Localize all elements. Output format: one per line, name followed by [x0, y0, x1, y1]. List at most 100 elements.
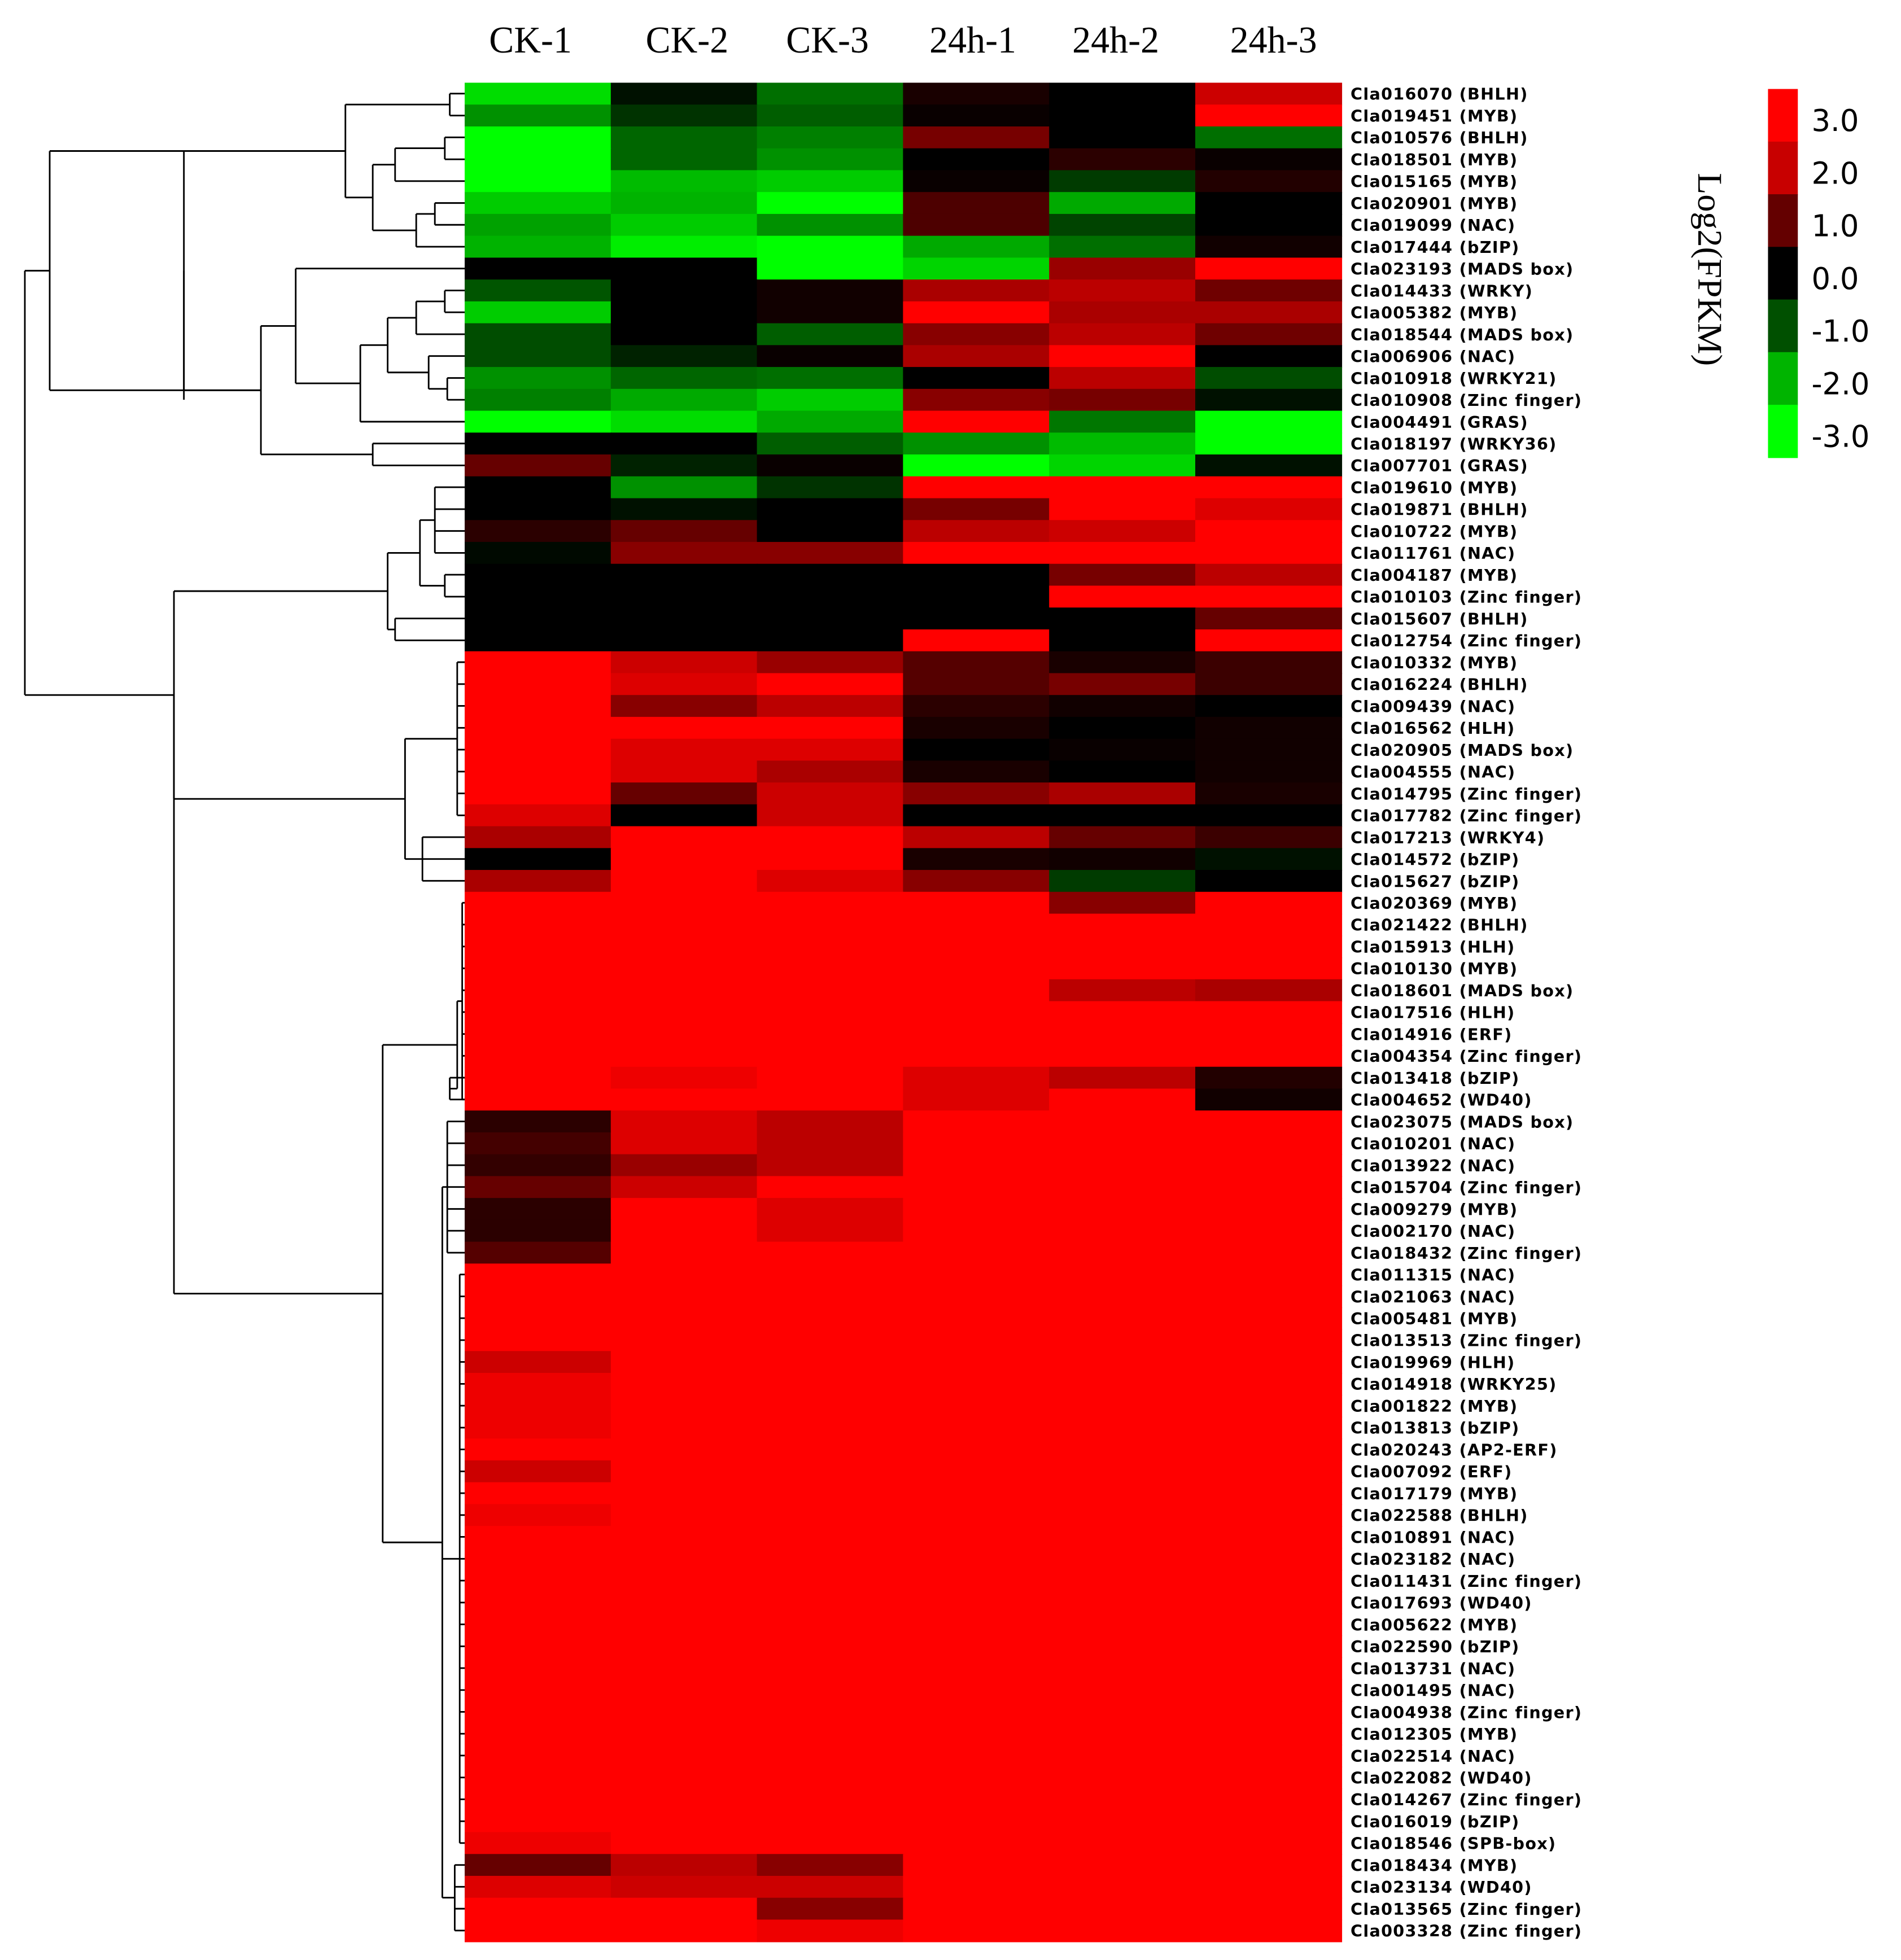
heatmap-cell: [1049, 695, 1196, 718]
gene-label: Cla015607 (BHLH): [1351, 609, 1528, 628]
heatmap-cell: [610, 1482, 758, 1505]
heatmap-cell: [757, 1526, 904, 1549]
heatmap-cell: [610, 148, 758, 171]
heatmap-cell: [1049, 498, 1196, 521]
gene-label: Cla016070 (BHLH): [1351, 85, 1528, 104]
heatmap-cell: [903, 192, 1050, 215]
heatmap-cell: [757, 1897, 904, 1920]
heatmap-cell: [1049, 1897, 1196, 1920]
heatmap-cell: [903, 782, 1050, 806]
heatmap-cell: [903, 1416, 1050, 1440]
heatmap-cell: [610, 1154, 758, 1177]
heatmap-cell: [465, 1701, 612, 1724]
gene-label: Cla021063 (NAC): [1351, 1287, 1515, 1306]
heatmap-cell: [757, 651, 904, 674]
heatmap-cell: [610, 1897, 758, 1920]
legend-swatch: [1768, 247, 1798, 300]
heatmap-cell: [465, 345, 612, 368]
gene-label: Cla012305 (MYB): [1351, 1725, 1518, 1744]
heatmap-cell: [1195, 520, 1343, 543]
heatmap-cell: [1195, 673, 1343, 696]
gene-label: Cla005481 (MYB): [1351, 1309, 1518, 1328]
heatmap-cell: [1049, 1438, 1196, 1462]
heatmap-cell: [1049, 804, 1196, 827]
gene-label: Cla023075 (MADS box): [1351, 1112, 1574, 1131]
gene-label: Cla003328 (Zinc finger): [1351, 1922, 1582, 1941]
heatmap-cell: [1195, 82, 1343, 106]
heatmap-cell: [1049, 935, 1196, 959]
heatmap-cell: [757, 891, 904, 915]
column-label: 24h-2: [1072, 20, 1159, 61]
heatmap-cell: [903, 367, 1050, 390]
row-labels: Cla016070 (BHLH) Cla019451 (MYB) Cla010576…: [1351, 85, 1582, 1941]
heatmap-cell: [903, 1526, 1050, 1549]
gene-label: Cla014918 (WRKY25): [1351, 1375, 1557, 1394]
heatmap-cell: [1049, 1285, 1196, 1309]
gene-label: Cla015165 (MYB): [1351, 172, 1518, 191]
heatmap-cell: [465, 1919, 612, 1943]
heatmap-cell: [903, 1657, 1050, 1680]
heatmap-cell: [1049, 126, 1196, 150]
heatmap-cell: [1049, 1657, 1196, 1680]
heatmap-cell: [610, 891, 758, 915]
gene-label: Cla010201 (NAC): [1351, 1134, 1515, 1153]
dendrogram-branch: [434, 486, 465, 554]
heatmap-cell: [903, 301, 1050, 324]
heatmap-cell: [757, 1701, 904, 1724]
heatmap-cell: [757, 935, 904, 959]
heatmap-cell: [610, 1591, 758, 1615]
heatmap-cell: [1049, 104, 1196, 128]
heatmap-cell: [465, 1460, 612, 1484]
legend-swatch: [1768, 194, 1798, 248]
heatmap-cell: [610, 1722, 758, 1745]
heatmap-cell: [903, 279, 1050, 303]
heatmap-cell: [903, 826, 1050, 849]
heatmap-cell: [903, 563, 1050, 587]
heatmap-cell: [1049, 1329, 1196, 1352]
heatmap-cell: [757, 1810, 904, 1833]
dendrogram-branch: [434, 202, 465, 226]
heatmap-cell: [1195, 367, 1343, 390]
heatmap-cell: [903, 1088, 1050, 1112]
heatmap-cell: [465, 1897, 612, 1920]
heatmap-cell: [465, 1613, 612, 1637]
heatmap-cell: [1049, 1044, 1196, 1068]
heatmap-cell: [465, 432, 612, 456]
dendrogram-branch: [295, 268, 465, 384]
gene-label: Cla018544 (MADS box): [1351, 325, 1574, 344]
heatmap-cell: [903, 1023, 1050, 1046]
heatmap-cell: [1049, 738, 1196, 762]
heatmap-cell: [1049, 1394, 1196, 1418]
heatmap-cell: [1049, 1088, 1196, 1112]
heatmap-cell: [1195, 1569, 1343, 1593]
heatmap-cell: [1049, 1569, 1196, 1593]
column-label: 24h-3: [1230, 20, 1317, 61]
heatmap-cell: [757, 1613, 904, 1637]
heatmap-cell: [757, 1679, 904, 1702]
heatmap-cell: [1049, 410, 1196, 434]
heatmap-cell: [610, 1176, 758, 1199]
legend-swatch: [1768, 299, 1798, 353]
heatmap-cell: [1195, 738, 1343, 762]
heatmap-cell: [610, 935, 758, 959]
heatmap-cell: [1195, 629, 1343, 653]
heatmap-cell: [610, 1613, 758, 1637]
heatmap-cell: [757, 1198, 904, 1221]
heatmap-cell: [1049, 1176, 1196, 1199]
dendrogram-branch: [404, 738, 457, 860]
heatmap-cell: [1195, 213, 1343, 237]
heatmap-cell: [1195, 1635, 1343, 1658]
heatmap-cell: [465, 1722, 612, 1745]
heatmap-cell: [465, 279, 612, 303]
heatmap-cell: [1049, 1460, 1196, 1484]
gene-label: Cla004555 (NAC): [1351, 762, 1515, 781]
heatmap-cell: [1049, 82, 1196, 106]
heatmap-cell: [465, 1679, 612, 1702]
heatmap-cell: [610, 1547, 758, 1570]
heatmap-cell: [903, 1744, 1050, 1768]
heatmap-cell: [757, 1635, 904, 1658]
heatmap-cell: [1195, 323, 1343, 346]
heatmap-cell: [757, 1110, 904, 1134]
heatmap-cell: [465, 1854, 612, 1877]
dendrogram-branch: [173, 695, 383, 1295]
